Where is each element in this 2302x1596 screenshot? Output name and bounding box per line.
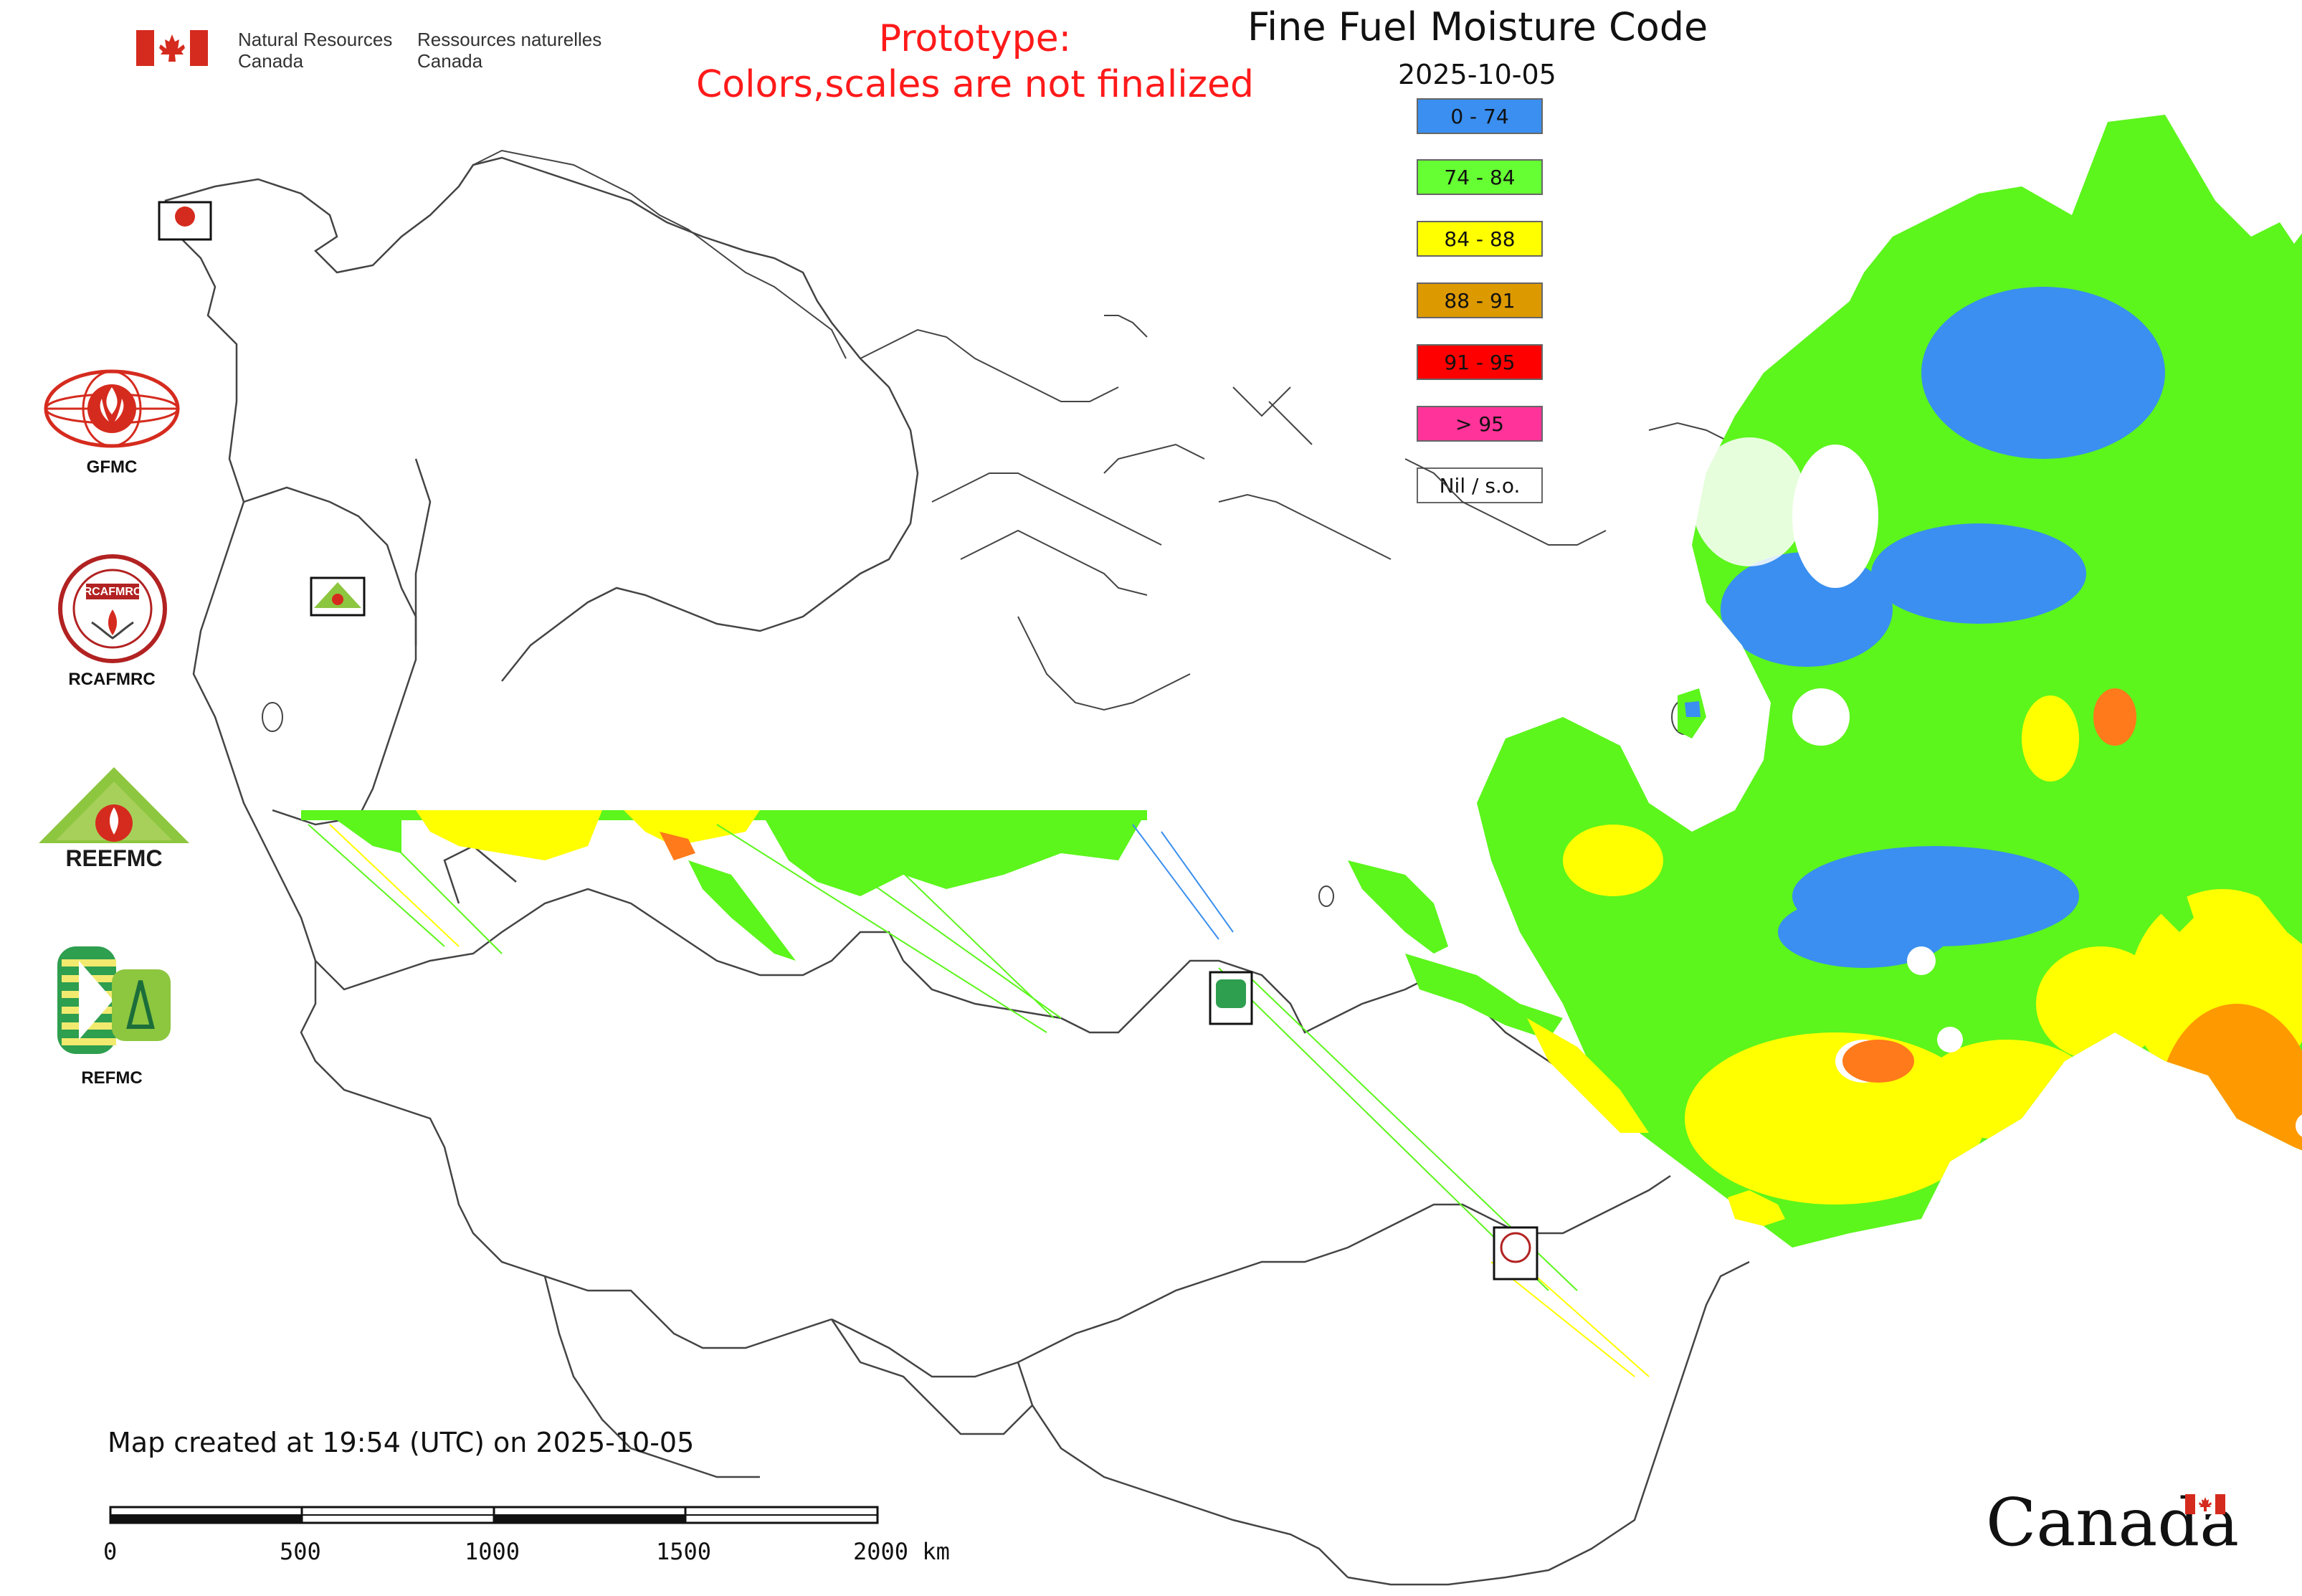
fwi-data-east xyxy=(1477,115,2302,1248)
nrcan-en-line1: Natural Resources xyxy=(238,29,393,50)
prototype-line2: Colors,scales are not finalized xyxy=(695,63,1255,106)
legend-label: > 95 xyxy=(1455,412,1504,436)
legend-item-88-91: 88 - 91 xyxy=(1417,282,1543,318)
legend-label: 84 - 88 xyxy=(1444,227,1516,251)
refmc-logo-icon xyxy=(57,946,171,1054)
map-created-text: Map created at 19:54 (UTC) on 2025-10-05 xyxy=(108,1427,695,1458)
legend-label: Nil / s.o. xyxy=(1439,473,1521,498)
prototype-notice: Prototype: Colors,scales are not finaliz… xyxy=(660,16,1290,108)
scale-tick-0: 0 xyxy=(103,1538,118,1565)
fwi-data-streaks xyxy=(301,810,1649,1133)
nrcan-en-line2: Canada xyxy=(238,50,304,72)
legend-label: 91 - 95 xyxy=(1444,350,1516,374)
legend-item-0-74: 0 - 74 xyxy=(1417,98,1543,134)
legend-label: 74 - 84 xyxy=(1444,165,1516,189)
canada-wordmark: Canada xyxy=(1986,1484,2239,1561)
prototype-line1: Prototype: xyxy=(878,17,1072,60)
legend-item-74-84: 74 - 84 xyxy=(1417,159,1543,195)
nrcan-fr-line1: Ressources naturelles xyxy=(417,29,602,50)
reefmc-logo-icon: REEFMC xyxy=(39,767,189,871)
nrcan-fr-line2: Canada xyxy=(417,50,483,72)
legend-label: 0 - 74 xyxy=(1450,104,1509,128)
legend-item-91-95: 91 - 95 xyxy=(1417,344,1543,380)
scale-tick-500: 500 xyxy=(280,1538,321,1565)
legend-label: 88 - 91 xyxy=(1444,288,1516,313)
gfmc-label: GFMC xyxy=(86,457,138,477)
rcafmrc-logo-icon: RCAFMRC xyxy=(58,554,167,663)
reefmc-logo-text: REEFMC xyxy=(65,845,162,871)
legend-item-95-plus: > 95 xyxy=(1417,406,1543,442)
fwi-data-islands xyxy=(1678,237,2302,1226)
rcafmrc-label: RCAFMRC xyxy=(68,670,156,689)
coastlines xyxy=(458,149,1793,711)
map-date: 2025-10-05 xyxy=(1398,59,1556,90)
canada-wordmark-flag-icon xyxy=(2185,1494,2225,1514)
fwi-data-streak-lines xyxy=(308,824,1650,1377)
map-station-markers xyxy=(158,201,1538,1281)
scale-tick-2000: 2000 km xyxy=(853,1538,950,1565)
gfmc-logo-icon xyxy=(44,369,180,448)
map-title: Fine Fuel Moisture Code xyxy=(1247,4,1708,49)
scale-tick-1000: 1000 xyxy=(465,1538,520,1565)
svg-text:RCAFMRC: RCAFMRC xyxy=(84,586,142,598)
scale-bar-graphic xyxy=(109,1506,879,1524)
legend-item-nil: Nil / s.o. xyxy=(1417,467,1543,503)
refmc-label: REFMC xyxy=(81,1068,143,1088)
legend-item-84-88: 84 - 88 xyxy=(1417,221,1543,257)
scale-tick-1500: 1500 xyxy=(656,1538,712,1565)
canada-flag-icon xyxy=(136,30,208,66)
